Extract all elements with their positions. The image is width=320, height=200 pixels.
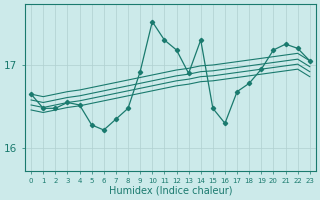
X-axis label: Humidex (Indice chaleur): Humidex (Indice chaleur) xyxy=(109,186,232,196)
